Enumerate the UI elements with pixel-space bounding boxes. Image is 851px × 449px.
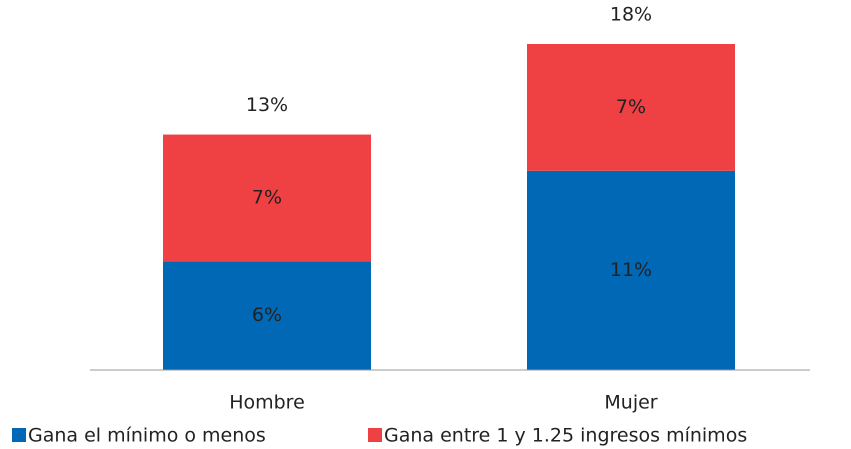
x-tick-label: Hombre <box>229 392 305 414</box>
value-label: 7% <box>252 186 282 208</box>
bar-segment <box>527 44 735 171</box>
legend-label: Gana entre 1 y 1.25 ingresos mínimos <box>384 425 747 447</box>
legend-swatch <box>368 428 382 442</box>
bar-segment <box>163 261 371 370</box>
total-label: 13% <box>246 94 288 116</box>
legend-swatch <box>12 428 26 442</box>
bar-segment <box>527 170 735 370</box>
value-label: 6% <box>252 304 282 326</box>
value-label: 7% <box>616 96 646 118</box>
legend-label: Gana el mínimo o menos <box>28 425 266 447</box>
x-tick-label: Mujer <box>604 392 657 414</box>
value-label: 11% <box>610 259 652 281</box>
total-label: 18% <box>610 4 652 26</box>
bar-segment <box>163 134 371 262</box>
